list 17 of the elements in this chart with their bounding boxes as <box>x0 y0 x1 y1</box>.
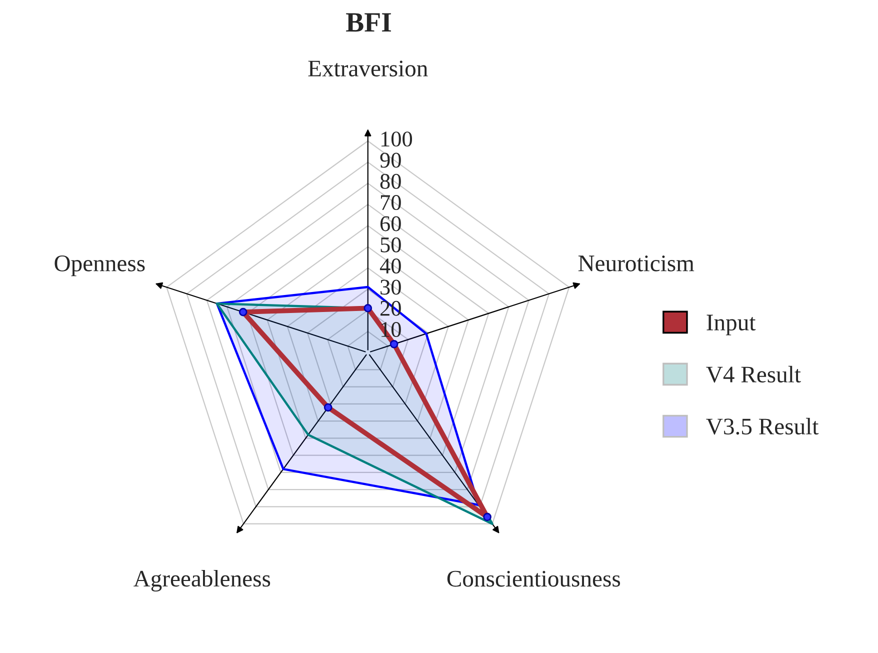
y-tick-label: 100 <box>381 132 412 147</box>
y-tick-label: 30 <box>380 280 401 295</box>
y-tick-label: 40 <box>380 258 401 274</box>
legend-label: V4 Result <box>706 366 801 383</box>
spoke-label: Conscientiousness <box>447 570 620 587</box>
y-tick-label: 90 <box>380 152 401 168</box>
y-tick-label: 70 <box>380 195 401 210</box>
y-tick-label: 80 <box>380 174 401 189</box>
y-tick-label: 50 <box>380 237 401 252</box>
legend-label: Input <box>706 314 756 336</box>
legend-label: V3.5 Result <box>706 418 819 435</box>
chart-title: BFI <box>346 13 391 32</box>
spoke-label: Extraversion <box>308 60 428 77</box>
spoke-label: Openness <box>54 256 145 276</box>
spoke-label: Agreeableness <box>134 570 270 592</box>
y-tick-label: 60 <box>380 216 401 232</box>
spoke-label: Neuroticism <box>578 256 694 272</box>
